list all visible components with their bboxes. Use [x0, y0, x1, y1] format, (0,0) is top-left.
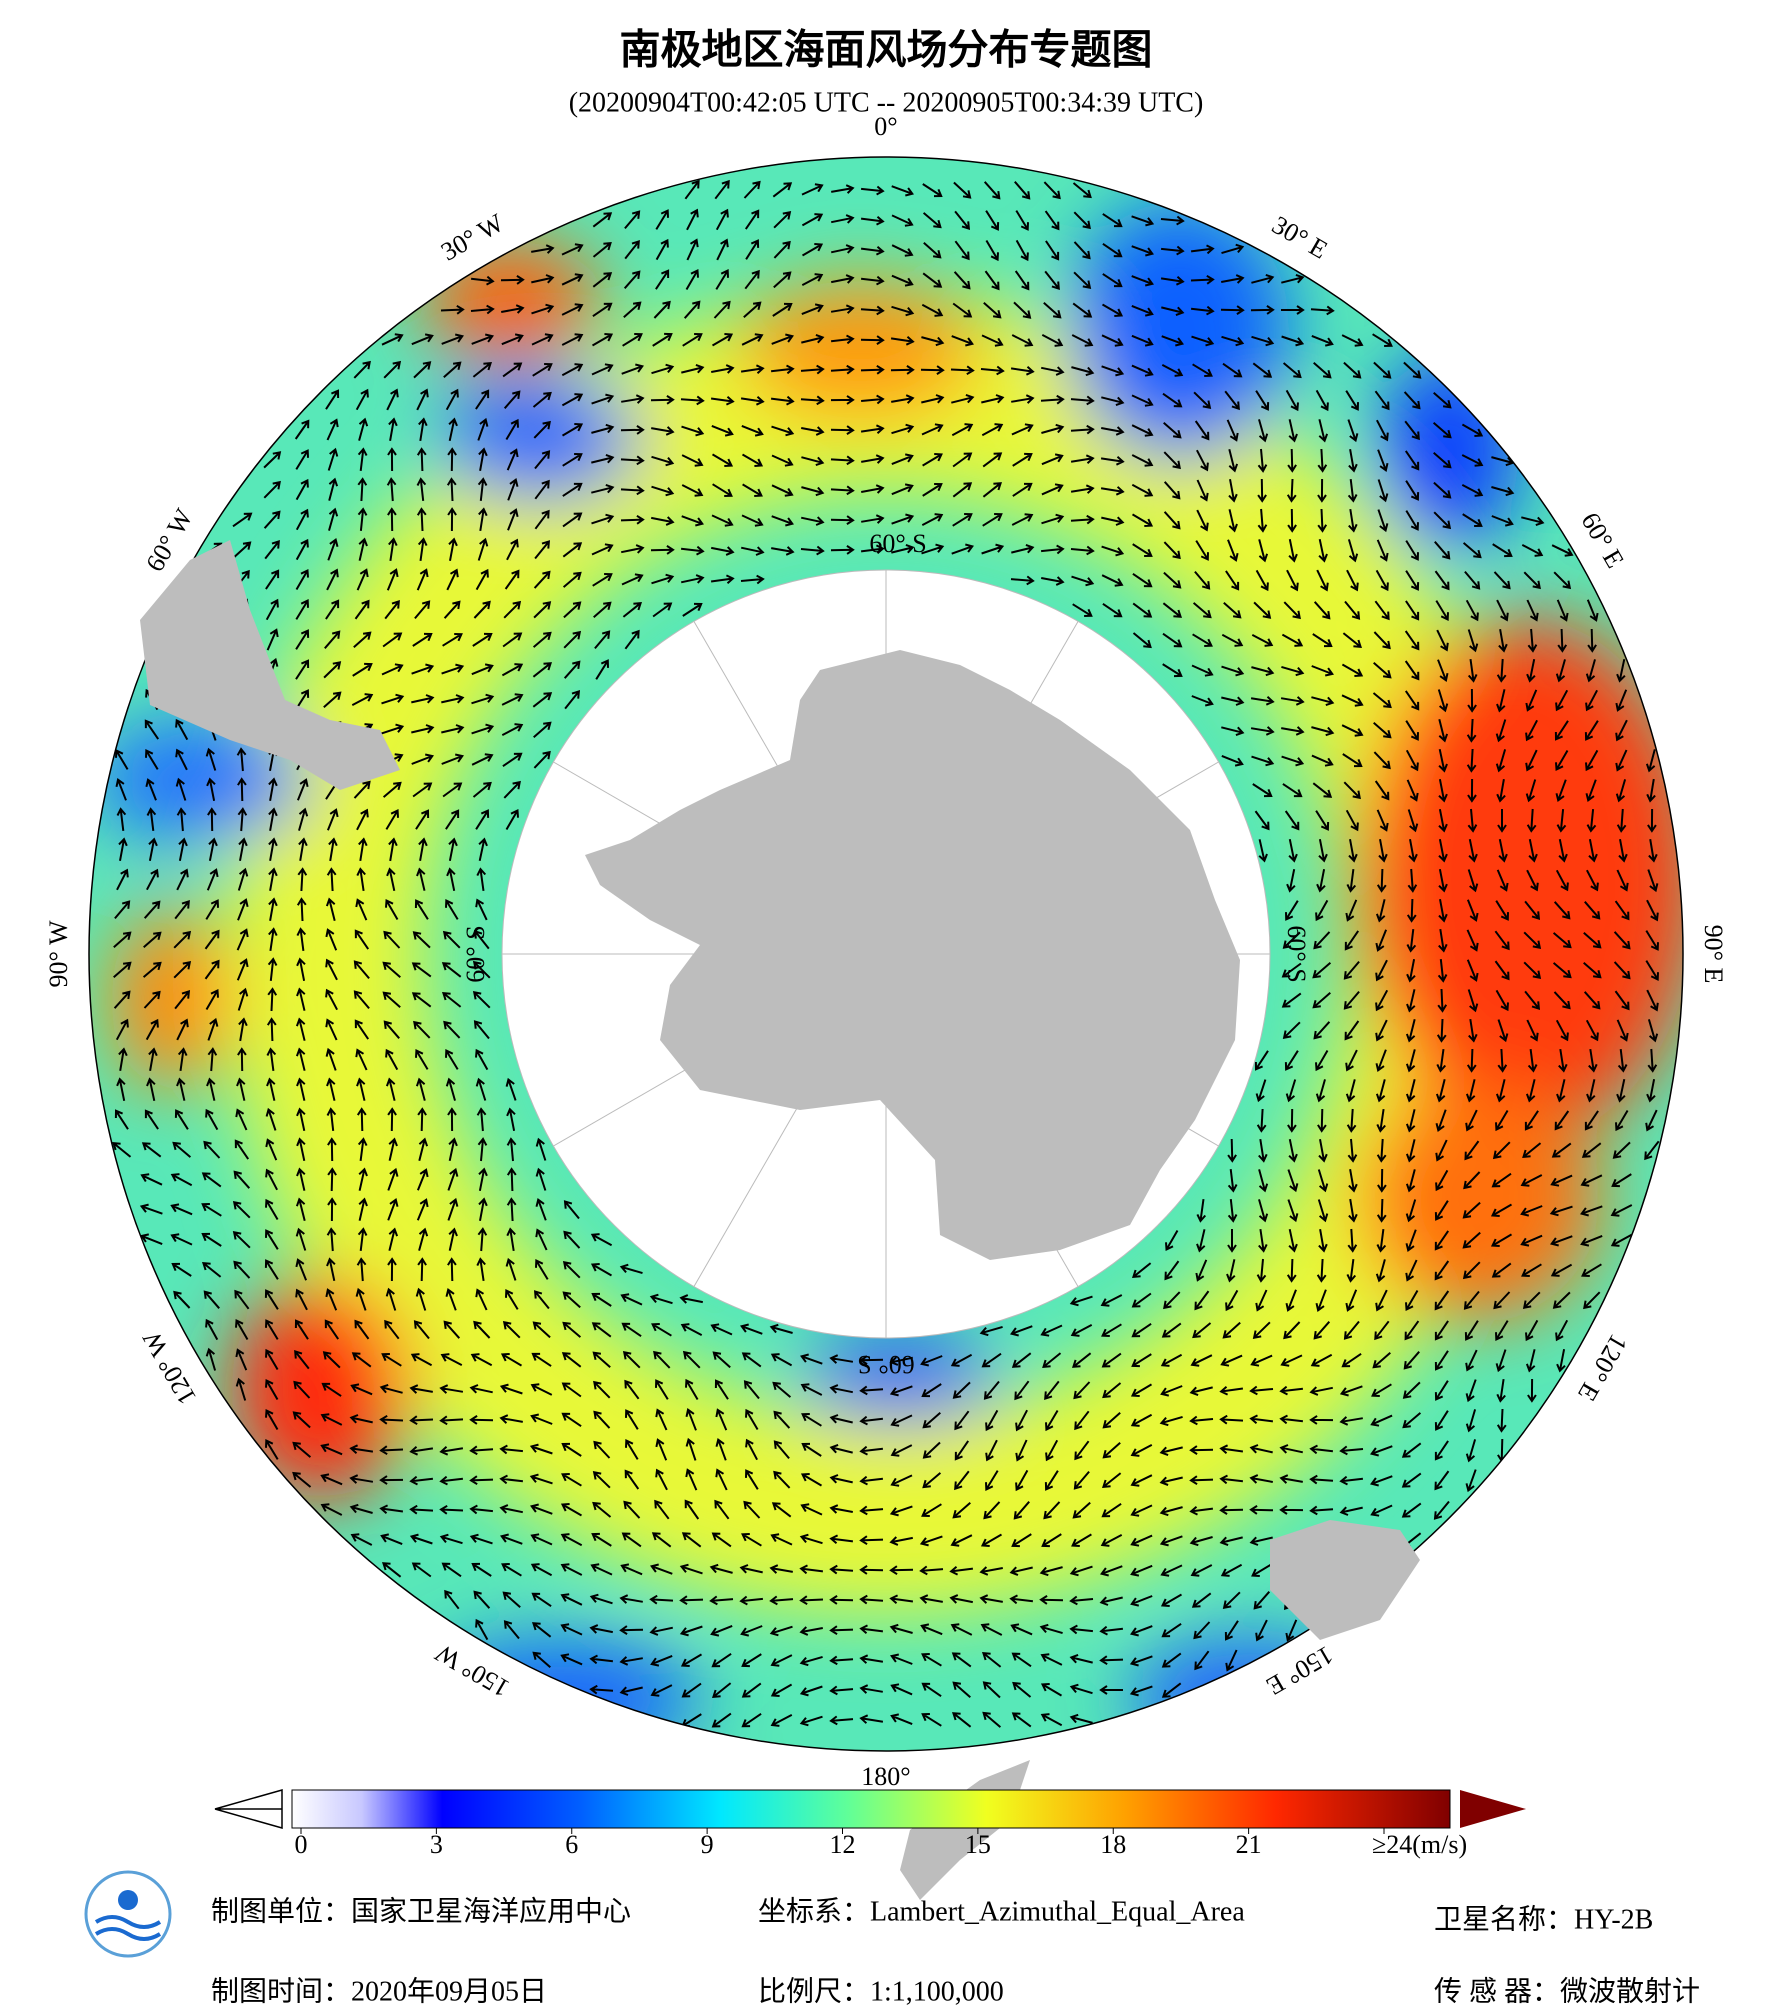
latitude-label: 60° S: [461, 925, 490, 982]
colorbar-tick-label: 12: [830, 1830, 856, 1859]
colorbar-tick-label: 9: [701, 1830, 714, 1859]
colorbar-under: [214, 1789, 283, 1829]
crs: 坐标系：Lambert_Azimuthal_Equal_Area: [758, 1895, 1245, 1927]
south-america: [140, 540, 400, 790]
colorbar-tick-label: 18: [1100, 1830, 1126, 1859]
colorbar-tick-label: 21: [1236, 1830, 1262, 1859]
logo: [84, 1870, 172, 1958]
colorbar-tick-label: 15: [965, 1830, 991, 1859]
longitude-label: 90° W: [44, 920, 73, 987]
colorbar-tick-label: 6: [565, 1830, 578, 1859]
longitude-label: 90° E: [1699, 925, 1728, 984]
scale: 比例尺：1:1,100,000: [758, 1975, 1004, 2007]
wind-arrows: [112, 179, 1660, 1728]
map-border: [88, 156, 1684, 1752]
longitude-label: 180°: [861, 1762, 910, 1791]
colorbar-tick-label: 3: [430, 1830, 443, 1859]
longitude-label: 60° E: [1575, 508, 1630, 573]
longitude-label: 0°: [874, 112, 897, 141]
map-unit: 制图单位：国家卫星海洋应用中心: [211, 1895, 631, 1927]
latitude-label: 60° S: [1282, 925, 1311, 982]
satellite: 卫星名称：HY-2B: [1434, 1903, 1653, 1935]
latitude-label: 60° S: [869, 529, 926, 558]
title: 南极地区海面风场分布专题图: [620, 26, 1153, 72]
colorbar-tick-label: 0: [295, 1830, 308, 1859]
sensor: 传 感 器：微波散射计: [1434, 1975, 1700, 2007]
map-time: 制图时间：2020年09月05日: [211, 1975, 547, 2007]
colorbar: [291, 1789, 1451, 1829]
latitude-label: 60° S: [857, 1350, 914, 1379]
antarctica: [585, 650, 1240, 1260]
colorbar-tick-label: ≥24(m/s): [1372, 1830, 1467, 1859]
colorbar-over: [1460, 1790, 1526, 1828]
australia: [1270, 1520, 1420, 1640]
subtitle: (20200904T00:42:05 UTC -- 20200905T00:34…: [569, 87, 1204, 118]
longitude-label: 30° E: [1267, 210, 1332, 265]
